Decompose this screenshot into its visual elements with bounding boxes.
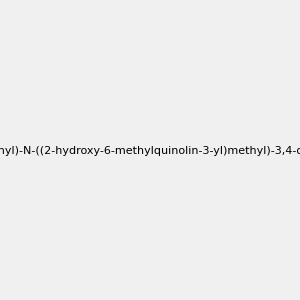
Text: N-(2,4-dimethylphenyl)-N-((2-hydroxy-6-methylquinolin-3-yl)methyl)-3,4-dimethoxy: N-(2,4-dimethylphenyl)-N-((2-hydroxy-6-m… [0,146,300,157]
